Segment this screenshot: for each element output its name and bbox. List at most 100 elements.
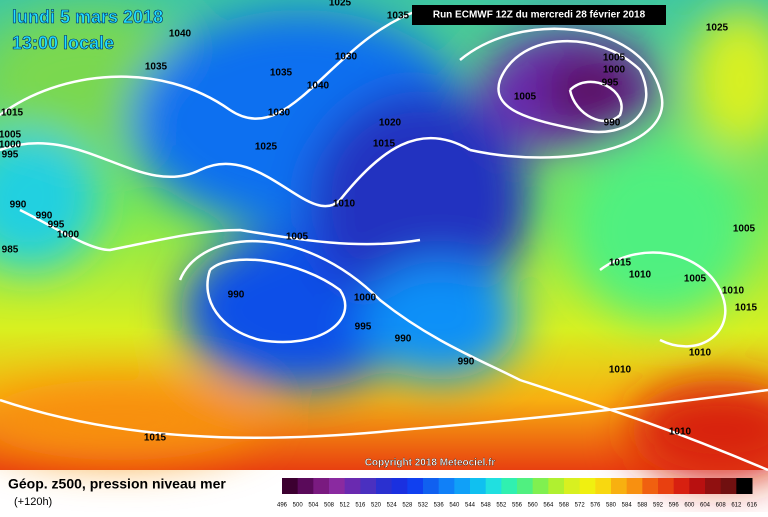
isobar-label: 990 (10, 200, 27, 211)
colorbar-label: 600 (684, 503, 695, 509)
footer-title: Géop. z500, pression niveau mer (8, 476, 226, 492)
colorbar-label: 608 (716, 503, 727, 509)
colorbar-label: 572 (575, 503, 586, 509)
isobar-label: 1015 (735, 303, 758, 314)
isobar-labels: 1025 1035 1040 1035 1030 1035 1040 1030 1025 1020… (0, 0, 758, 444)
isobar-label: 1015 (373, 139, 396, 150)
colorbar-swatch (626, 478, 643, 494)
colorbar-label: 520 (371, 503, 382, 509)
isobar-label: 985 (2, 245, 19, 256)
colorbar-label: 592 (653, 503, 664, 509)
colorbar-swatch (485, 478, 502, 494)
colorbar-swatch (360, 478, 377, 494)
colorbar-label: 596 (669, 503, 680, 509)
colorbar-swatch (548, 478, 565, 494)
colorbar-label: 604 (700, 503, 711, 509)
colorbar-swatch (736, 478, 753, 494)
colorbar-swatch (642, 478, 659, 494)
footer-subtitle: (+120h) (14, 496, 52, 508)
isobar-label: 995 (48, 220, 65, 231)
isobar-label: 990 (604, 118, 621, 129)
isobar-label: 1030 (268, 108, 291, 119)
colorbar-swatch (344, 478, 361, 494)
isobar-label: 1010 (609, 365, 632, 376)
isobar-label: 990 (36, 211, 53, 222)
isobar-label: 1010 (629, 270, 652, 281)
isobar-label: 1015 (144, 433, 167, 444)
copyright: Copyright 2018 Meteociel.fr (365, 458, 496, 469)
isobar-label: 1005 (603, 53, 626, 64)
colorbar-label: 556 (512, 503, 523, 509)
isobar-label: 1015 (609, 258, 632, 269)
isobar-label: 1025 (706, 23, 729, 34)
colorbar-label: 496 (277, 503, 288, 509)
colorbar-label: 536 (434, 503, 445, 509)
colorbar-label: 528 (402, 503, 413, 509)
time-title: 13:00 locale (12, 33, 114, 53)
run-info: Run ECMWF 12Z du mercredi 28 février 201… (433, 10, 646, 21)
isobar-label: 1025 (329, 0, 352, 9)
isobar-label: 1015 (1, 108, 24, 119)
isobar-label: 1040 (307, 81, 330, 92)
colorbar-swatch (282, 478, 299, 494)
colorbar-swatch (297, 478, 314, 494)
colorbar-swatch (454, 478, 471, 494)
colorbar-label: 524 (387, 503, 398, 509)
colorbar-swatch (313, 478, 330, 494)
colorbar-swatch (611, 478, 628, 494)
date-title: lundi 5 mars 2018 (12, 7, 163, 27)
colorbar-label: 516 (355, 503, 366, 509)
colorbar-label: 616 (747, 503, 758, 509)
colorbar-swatch (407, 478, 424, 494)
colorbar-swatch (391, 478, 408, 494)
colorbar: 496 500 504 508 512 516 520 524 528 532 536 540 544 5… (277, 478, 758, 509)
colorbar-label: 560 (528, 503, 539, 509)
isobar-label: 1000 (0, 140, 22, 151)
isobar-label: 1030 (335, 52, 358, 63)
isobar-label: 1005 (684, 274, 707, 285)
isobar-label: 995 (602, 78, 619, 89)
colorbar-label: 564 (543, 503, 554, 509)
colorbar-label: 508 (324, 503, 335, 509)
colorbar-swatch (705, 478, 722, 494)
isobar-label: 1005 (733, 224, 756, 235)
isobar-label: 990 (228, 290, 245, 301)
isobar-label: 1000 (603, 65, 626, 76)
colorbar-label: 540 (449, 503, 460, 509)
colorbar-swatch (532, 478, 549, 494)
isobar-label: 1020 (379, 118, 402, 129)
isobar-label: 1010 (333, 199, 356, 210)
colorbar-swatch (376, 478, 393, 494)
colorbar-label: 504 (308, 503, 319, 509)
colorbar-swatch (673, 478, 690, 494)
colorbar-swatch (423, 478, 440, 494)
map (0, 0, 768, 480)
colorbar-swatch (564, 478, 581, 494)
colorbar-swatch (595, 478, 612, 494)
colorbar-label: 552 (496, 503, 507, 509)
colorbar-label: 576 (590, 503, 601, 509)
colorbar-swatch (329, 478, 346, 494)
colorbar-label: 512 (340, 503, 351, 509)
colorbar-swatch (579, 478, 596, 494)
colorbar-label: 612 (731, 503, 742, 509)
isobar-label: 1005 (286, 232, 309, 243)
colorbar-swatch (438, 478, 455, 494)
isobar-label: 1000 (354, 293, 377, 304)
isobar-label: 995 (2, 150, 19, 161)
colorbar-label: 500 (293, 503, 304, 509)
run-box (412, 5, 666, 25)
colorbar-swatch (720, 478, 737, 494)
colorbar-label: 568 (559, 503, 570, 509)
isobar-label: 995 (355, 322, 372, 333)
colorbar-label: 580 (606, 503, 617, 509)
isobar-label: 1035 (270, 68, 293, 79)
colorbar-label: 588 (637, 503, 648, 509)
colorbar-swatch (689, 478, 706, 494)
isobar-label: 1005 (514, 92, 537, 103)
colorbar-swatch (470, 478, 487, 494)
isobar-label: 1035 (387, 11, 410, 22)
colorbar-label: 544 (465, 503, 476, 509)
isobar-label: 1035 (145, 62, 168, 73)
